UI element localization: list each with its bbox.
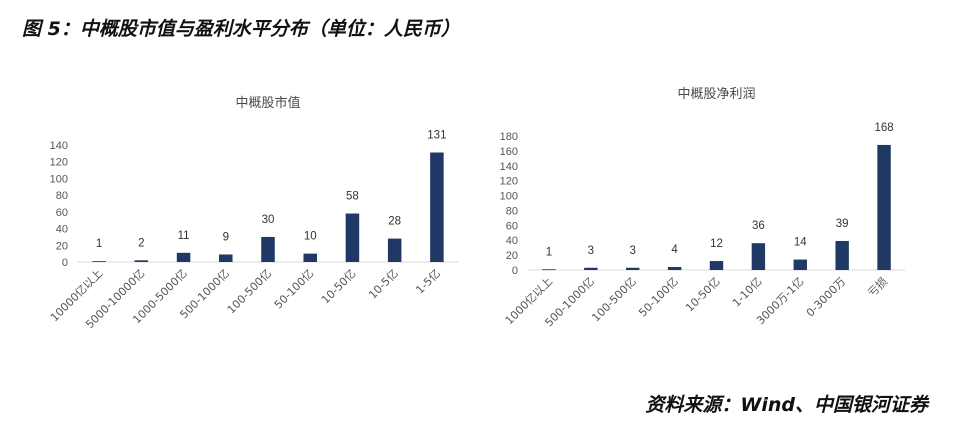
bar: [261, 236, 275, 262]
y-tick-label: 180: [500, 131, 518, 143]
data-label: 36: [752, 220, 765, 232]
figure-title: 图 5：中概股市值与盈利水平分布（单位：人民币）: [22, 18, 460, 40]
data-label: 3: [630, 245, 636, 257]
y-tick-label: 20: [506, 250, 518, 262]
bar: [387, 238, 402, 262]
y-tick-label: 160: [500, 146, 518, 158]
y-tick-label: 0: [512, 265, 518, 277]
y-tick-label: 120: [50, 157, 68, 169]
y-tick-label: 100: [500, 191, 518, 203]
data-label: 168: [874, 122, 893, 134]
category-label: 100-500亿: [589, 275, 638, 324]
chart-title: 中概股市值: [235, 95, 300, 111]
source-note: 资料来源：Wind、中国银河证券: [645, 394, 928, 416]
y-tick-label: 40: [56, 224, 68, 236]
bar: [542, 269, 556, 271]
y-tick-label: 120: [500, 176, 518, 188]
data-label: 1: [546, 246, 552, 258]
bar: [176, 252, 191, 262]
data-label: 1: [96, 238, 102, 250]
bar: [430, 152, 444, 262]
bar: [626, 267, 640, 270]
data-label: 28: [388, 216, 401, 228]
y-tick-label: 60: [56, 207, 68, 219]
data-label: 14: [794, 237, 807, 249]
data-label: 10: [304, 231, 317, 243]
y-tick-label: 40: [506, 235, 518, 247]
bar: [584, 267, 598, 270]
y-tick-label: 140: [50, 140, 68, 152]
bar: [751, 243, 766, 270]
bar: [793, 259, 807, 270]
data-label: 39: [836, 218, 849, 230]
bar: [92, 261, 106, 262]
bar: [709, 261, 724, 270]
category-label: 0-3000万: [804, 275, 849, 320]
bar: [303, 253, 317, 262]
data-label: 131: [427, 130, 446, 142]
data-label: 3: [588, 245, 594, 257]
data-label: 12: [710, 238, 723, 250]
category-label: 50-100亿: [636, 275, 681, 320]
y-tick-label: 100: [50, 173, 68, 185]
bar: [345, 213, 360, 262]
bar: [134, 260, 149, 262]
bar: [877, 144, 891, 270]
data-label: 9: [223, 231, 229, 243]
bar: [667, 267, 682, 270]
y-tick-label: 140: [500, 161, 518, 173]
bar: [219, 254, 233, 262]
data-label: 58: [346, 191, 359, 203]
data-label: 11: [178, 230, 190, 242]
data-label: 30: [262, 214, 275, 226]
chart-title: 中概股净利润: [677, 87, 755, 102]
bar: [835, 240, 849, 270]
category-label: 亏损: [865, 274, 890, 299]
data-label: 2: [138, 237, 144, 249]
y-tick-label: 20: [56, 240, 68, 252]
data-label: 4: [671, 244, 678, 256]
category-label: 1-10亿: [730, 275, 765, 310]
category-label: 10-50亿: [683, 275, 723, 315]
y-tick-label: 80: [506, 205, 518, 217]
y-tick-label: 60: [506, 220, 518, 232]
y-tick-label: 0: [62, 257, 68, 269]
y-tick-label: 80: [56, 190, 68, 202]
